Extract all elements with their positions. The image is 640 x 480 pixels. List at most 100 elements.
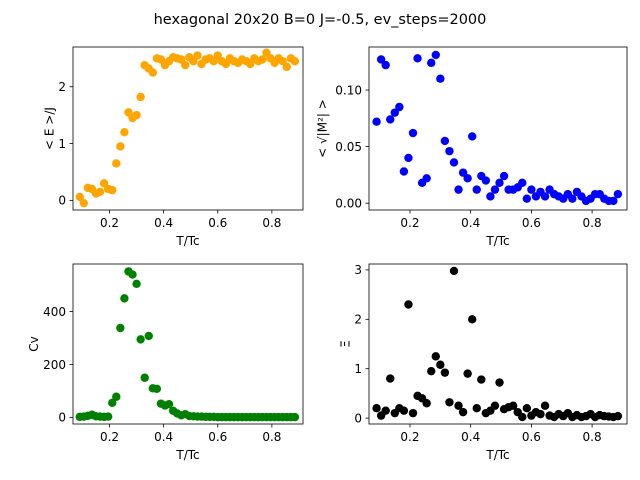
data-point	[458, 407, 468, 417]
y-tick-label: 0	[58, 194, 66, 208]
data-point	[440, 368, 450, 377]
data-point	[120, 294, 129, 303]
data-point	[463, 369, 472, 378]
data-point	[490, 401, 500, 410]
data-point	[445, 398, 454, 407]
data-point	[413, 54, 422, 63]
data-point	[518, 178, 527, 188]
data-point	[490, 185, 500, 194]
data-point	[282, 62, 291, 72]
data-point	[568, 194, 577, 203]
data-point	[128, 270, 137, 279]
data-point	[477, 375, 486, 384]
x-tick-label: 0.6	[208, 216, 227, 230]
magnetization-y-label: < √|M²| >	[316, 99, 330, 158]
data-point	[372, 404, 381, 413]
data-point	[454, 185, 463, 194]
data-point	[468, 132, 477, 141]
data-point	[408, 408, 418, 418]
data-point	[390, 108, 399, 117]
data-point	[431, 352, 440, 361]
data-point	[386, 374, 395, 383]
data-point	[495, 178, 504, 188]
data-point	[193, 51, 202, 60]
data-point	[468, 315, 477, 324]
axes-frame	[368, 46, 628, 211]
x-tick-label: 0.6	[522, 216, 541, 230]
y-tick-label: 0	[354, 411, 362, 425]
data-point	[381, 406, 390, 415]
x-tick-label: 0.6	[208, 430, 227, 444]
data-point	[75, 192, 84, 202]
axes-frame	[72, 263, 304, 425]
data-point	[148, 68, 158, 77]
data-point	[472, 185, 481, 194]
data-point	[540, 401, 550, 410]
data-point	[386, 115, 395, 124]
data-point	[399, 406, 409, 415]
data-point	[404, 153, 413, 163]
data-point	[613, 411, 623, 421]
y-tick-label: 0.10	[335, 83, 362, 97]
data-point	[522, 404, 532, 413]
x-tick-label: 0.2	[400, 216, 419, 230]
heat_capacity-points	[75, 267, 300, 422]
data-point	[108, 398, 117, 408]
data-point	[609, 196, 618, 206]
magnetization-plot: 0.2 0.4 0.6 0.8 0.00 0.05 0.10 T/Tc < √|M²| >	[316, 46, 628, 248]
data-point	[144, 331, 153, 341]
data-point	[472, 404, 481, 413]
heat_capacity-x-label: T/Tc	[175, 448, 199, 462]
axes-frame	[368, 263, 628, 425]
susceptibility-y-label: Ξ	[338, 340, 352, 348]
axes-frame	[72, 46, 304, 211]
data-point	[540, 192, 550, 201]
data-point	[79, 198, 89, 208]
y-tick-label: 3	[354, 263, 362, 277]
data-point	[132, 279, 141, 289]
data-point	[112, 392, 121, 401]
data-point	[120, 127, 129, 137]
data-point	[112, 159, 121, 168]
y-tick-label: 400	[43, 305, 66, 319]
data-point	[458, 168, 468, 177]
x-tick-label: 0.2	[400, 430, 419, 444]
heat_capacity-y-label: Cv	[27, 336, 41, 351]
y-tick-label: 200	[43, 358, 66, 372]
energy-x-label: T/Tc	[175, 234, 199, 248]
x-tick-label: 0.4	[461, 430, 480, 444]
x-tick-label: 0.4	[154, 430, 173, 444]
data-point	[522, 194, 532, 203]
data-point	[518, 412, 527, 422]
data-point	[427, 58, 436, 68]
energy-y-label: < E >/J	[42, 107, 56, 150]
x-tick-label: 0.6	[522, 430, 541, 444]
data-point	[95, 187, 105, 197]
data-point	[486, 192, 495, 201]
y-tick-label: 2	[58, 80, 66, 94]
susceptibility-plot: 0.2 0.4 0.6 0.8 0 1 2 3 T/Tc Ξ	[338, 263, 628, 462]
data-point	[136, 92, 145, 102]
data-point	[376, 55, 386, 64]
data-point	[399, 167, 409, 176]
data-point	[103, 412, 113, 421]
y-tick-label: 0	[58, 411, 66, 425]
data-point	[440, 136, 450, 146]
data-point	[536, 409, 545, 419]
data-point	[404, 300, 413, 309]
data-point	[140, 373, 149, 382]
data-point	[290, 412, 300, 422]
data-point	[454, 401, 463, 410]
data-point	[132, 110, 141, 120]
susceptibility-points	[372, 266, 623, 422]
data-point	[381, 60, 390, 70]
data-point	[258, 55, 267, 64]
y-tick-label: 0.05	[335, 140, 362, 154]
energy-points	[75, 48, 300, 208]
heat-capacity-plot: 0.2 0.4 0.6 0.8 0 200 400 T/Tc Cv	[27, 263, 304, 462]
data-point	[431, 50, 440, 60]
y-tick-label: 1	[354, 362, 362, 376]
x-tick-label: 0.8	[583, 430, 602, 444]
data-point	[613, 189, 623, 199]
